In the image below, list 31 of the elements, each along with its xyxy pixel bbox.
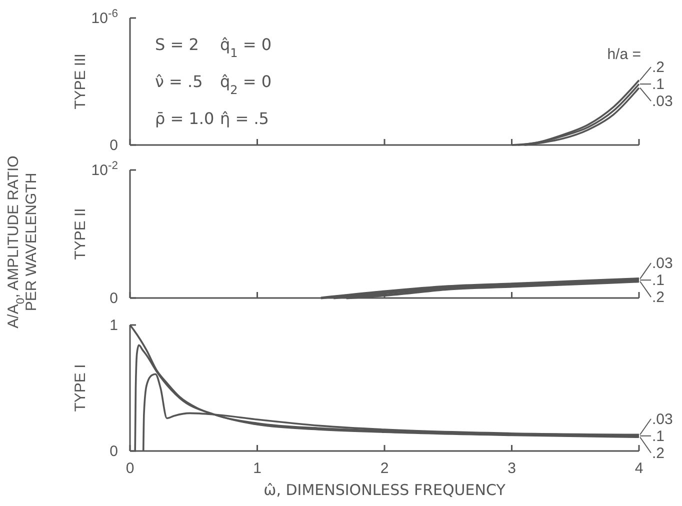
x-tick-label: 4 bbox=[634, 460, 644, 477]
annotation: η̂ = .5 bbox=[220, 109, 269, 128]
y-tick-label: 0 bbox=[110, 290, 118, 307]
x-tick-label: 2 bbox=[380, 460, 389, 477]
annotation: ν̂ = .5 bbox=[155, 72, 203, 91]
annotation: ρ̄ = 1.0 bbox=[155, 109, 214, 128]
y-tick-label: 0 bbox=[110, 137, 118, 154]
legend-label: .2 bbox=[652, 59, 665, 76]
annotation: q̂$_{1}$ = 0 bbox=[220, 35, 272, 60]
y-tick-label: 10$^{-6}$ bbox=[91, 8, 118, 27]
legend-label: .03 bbox=[652, 255, 673, 272]
y-tick-label: 10$^{-2}$ bbox=[91, 160, 118, 179]
x-tick-label: 1 bbox=[253, 460, 262, 477]
legend-label: .03 bbox=[652, 93, 673, 110]
annotation: S = 2 bbox=[155, 35, 199, 54]
legend-label: .2 bbox=[652, 444, 665, 462]
y-axis-title: TYPE III bbox=[72, 54, 89, 110]
legend-label: .1 bbox=[652, 272, 665, 290]
legend-label: .1 bbox=[652, 76, 665, 94]
y-tick-label: 0 bbox=[110, 443, 118, 460]
y-axis-title: TYPE I bbox=[72, 364, 89, 412]
x-tick-label: 3 bbox=[508, 460, 516, 477]
y-axis-title: TYPE II bbox=[72, 208, 89, 260]
legend-title: h/a = bbox=[607, 46, 642, 64]
x-axis-title: ω̂, DIMENSIONLESS FREQUENCY bbox=[264, 481, 506, 499]
legend-label: .03 bbox=[652, 410, 673, 428]
annotation: q̂$_{2}$ = 0 bbox=[220, 72, 272, 97]
legend-label: .1 bbox=[652, 428, 665, 445]
x-tick-label: 0 bbox=[126, 460, 134, 477]
y-tick-label: 1 bbox=[110, 317, 118, 334]
legend-label: .2 bbox=[652, 289, 665, 306]
